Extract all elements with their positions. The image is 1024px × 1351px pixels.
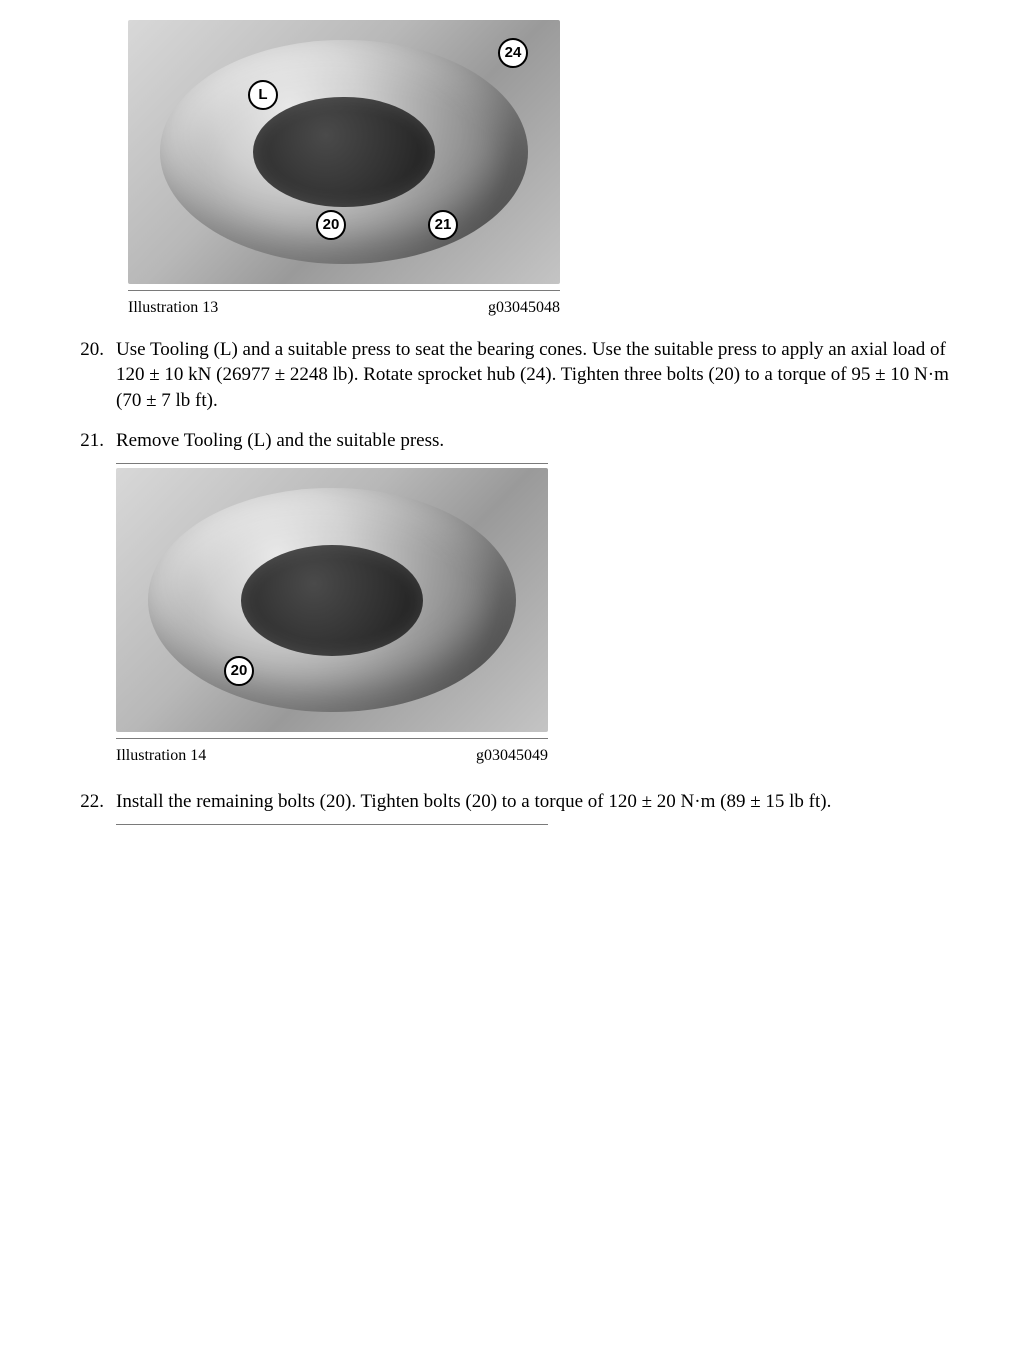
callout-L: L bbox=[248, 80, 278, 110]
figure-14-caption: Illustration 14 g03045049 bbox=[116, 745, 548, 767]
callout-20b: 20 bbox=[224, 656, 254, 686]
step-21-content: Remove Tooling (L) and the suitable pres… bbox=[116, 428, 964, 775]
step-22-number: 22. bbox=[60, 789, 116, 834]
figure-13-label: Illustration 13 bbox=[128, 297, 218, 319]
figure-13-caption: Illustration 13 g03045048 bbox=[128, 297, 560, 319]
callout-24: 24 bbox=[498, 38, 528, 68]
step-list: 20. Use Tooling (L) and a suitable press… bbox=[60, 337, 964, 834]
step-22: 22. Install the remaining bolts (20). Ti… bbox=[60, 789, 964, 834]
step-22-text: Install the remaining bolts (20). Tighte… bbox=[116, 791, 831, 812]
step-21: 21. Remove Tooling (L) and the suitable … bbox=[60, 428, 964, 775]
step-21-text: Remove Tooling (L) and the suitable pres… bbox=[116, 430, 444, 451]
callout-20: 20 bbox=[316, 210, 346, 240]
figure-13-image: L 20 21 24 bbox=[128, 20, 560, 284]
figure-next-rule-top bbox=[116, 824, 548, 825]
step-20-number: 20. bbox=[60, 337, 116, 414]
step-21-number: 21. bbox=[60, 428, 116, 775]
figure-13-rule bbox=[128, 290, 560, 291]
step-20: 20. Use Tooling (L) and a suitable press… bbox=[60, 337, 964, 414]
figure-14-rule-top bbox=[116, 463, 548, 464]
figure-14-label: Illustration 14 bbox=[116, 745, 206, 767]
figure-14-rule bbox=[116, 738, 548, 739]
figure-14-image: 20 bbox=[116, 468, 548, 732]
step-20-text: Use Tooling (L) and a suitable press to … bbox=[116, 337, 964, 414]
step-22-content: Install the remaining bolts (20). Tighte… bbox=[116, 789, 964, 834]
figure-13: L 20 21 24 Illustration 13 g03045048 bbox=[128, 20, 964, 319]
figure-14: 20 Illustration 14 g03045049 bbox=[116, 463, 964, 767]
figure-13-id: g03045048 bbox=[488, 297, 560, 319]
figure-next-placeholder bbox=[116, 824, 964, 825]
callout-21: 21 bbox=[428, 210, 458, 240]
figure-14-id: g03045049 bbox=[476, 745, 548, 767]
